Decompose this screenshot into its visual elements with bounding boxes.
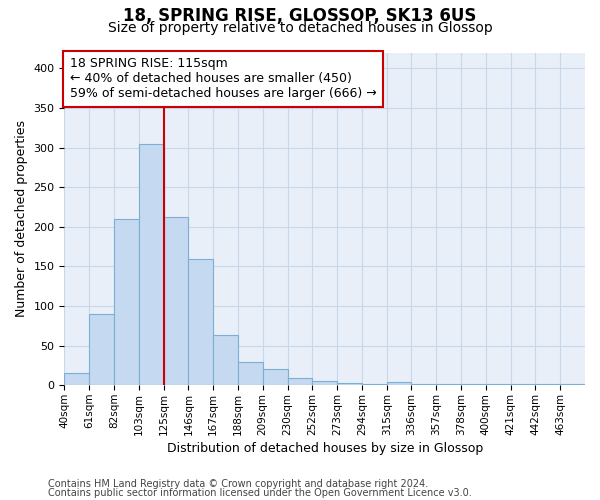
Bar: [337, 383, 362, 386]
Text: Contains public sector information licensed under the Open Government Licence v3: Contains public sector information licen…: [48, 488, 472, 498]
Bar: [263, 370, 287, 386]
Bar: [386, 382, 412, 386]
Bar: [436, 384, 461, 386]
Bar: [64, 374, 89, 386]
Bar: [535, 384, 560, 386]
Bar: [412, 384, 436, 386]
Text: Size of property relative to detached houses in Glossop: Size of property relative to detached ho…: [107, 21, 493, 35]
Bar: [139, 144, 164, 386]
Bar: [114, 219, 139, 386]
Bar: [89, 314, 114, 386]
Bar: [362, 384, 386, 386]
Text: 18, SPRING RISE, GLOSSOP, SK13 6US: 18, SPRING RISE, GLOSSOP, SK13 6US: [124, 8, 476, 26]
Bar: [560, 384, 585, 386]
Bar: [188, 258, 213, 386]
Bar: [164, 218, 188, 386]
Bar: [461, 384, 486, 386]
Text: 18 SPRING RISE: 115sqm
← 40% of detached houses are smaller (450)
59% of semi-de: 18 SPRING RISE: 115sqm ← 40% of detached…: [70, 58, 376, 100]
Bar: [287, 378, 313, 386]
Y-axis label: Number of detached properties: Number of detached properties: [15, 120, 28, 318]
Bar: [486, 384, 511, 386]
Bar: [313, 380, 337, 386]
Bar: [238, 362, 263, 386]
Bar: [213, 336, 238, 386]
Bar: [511, 384, 535, 386]
Text: Contains HM Land Registry data © Crown copyright and database right 2024.: Contains HM Land Registry data © Crown c…: [48, 479, 428, 489]
X-axis label: Distribution of detached houses by size in Glossop: Distribution of detached houses by size …: [167, 442, 483, 455]
